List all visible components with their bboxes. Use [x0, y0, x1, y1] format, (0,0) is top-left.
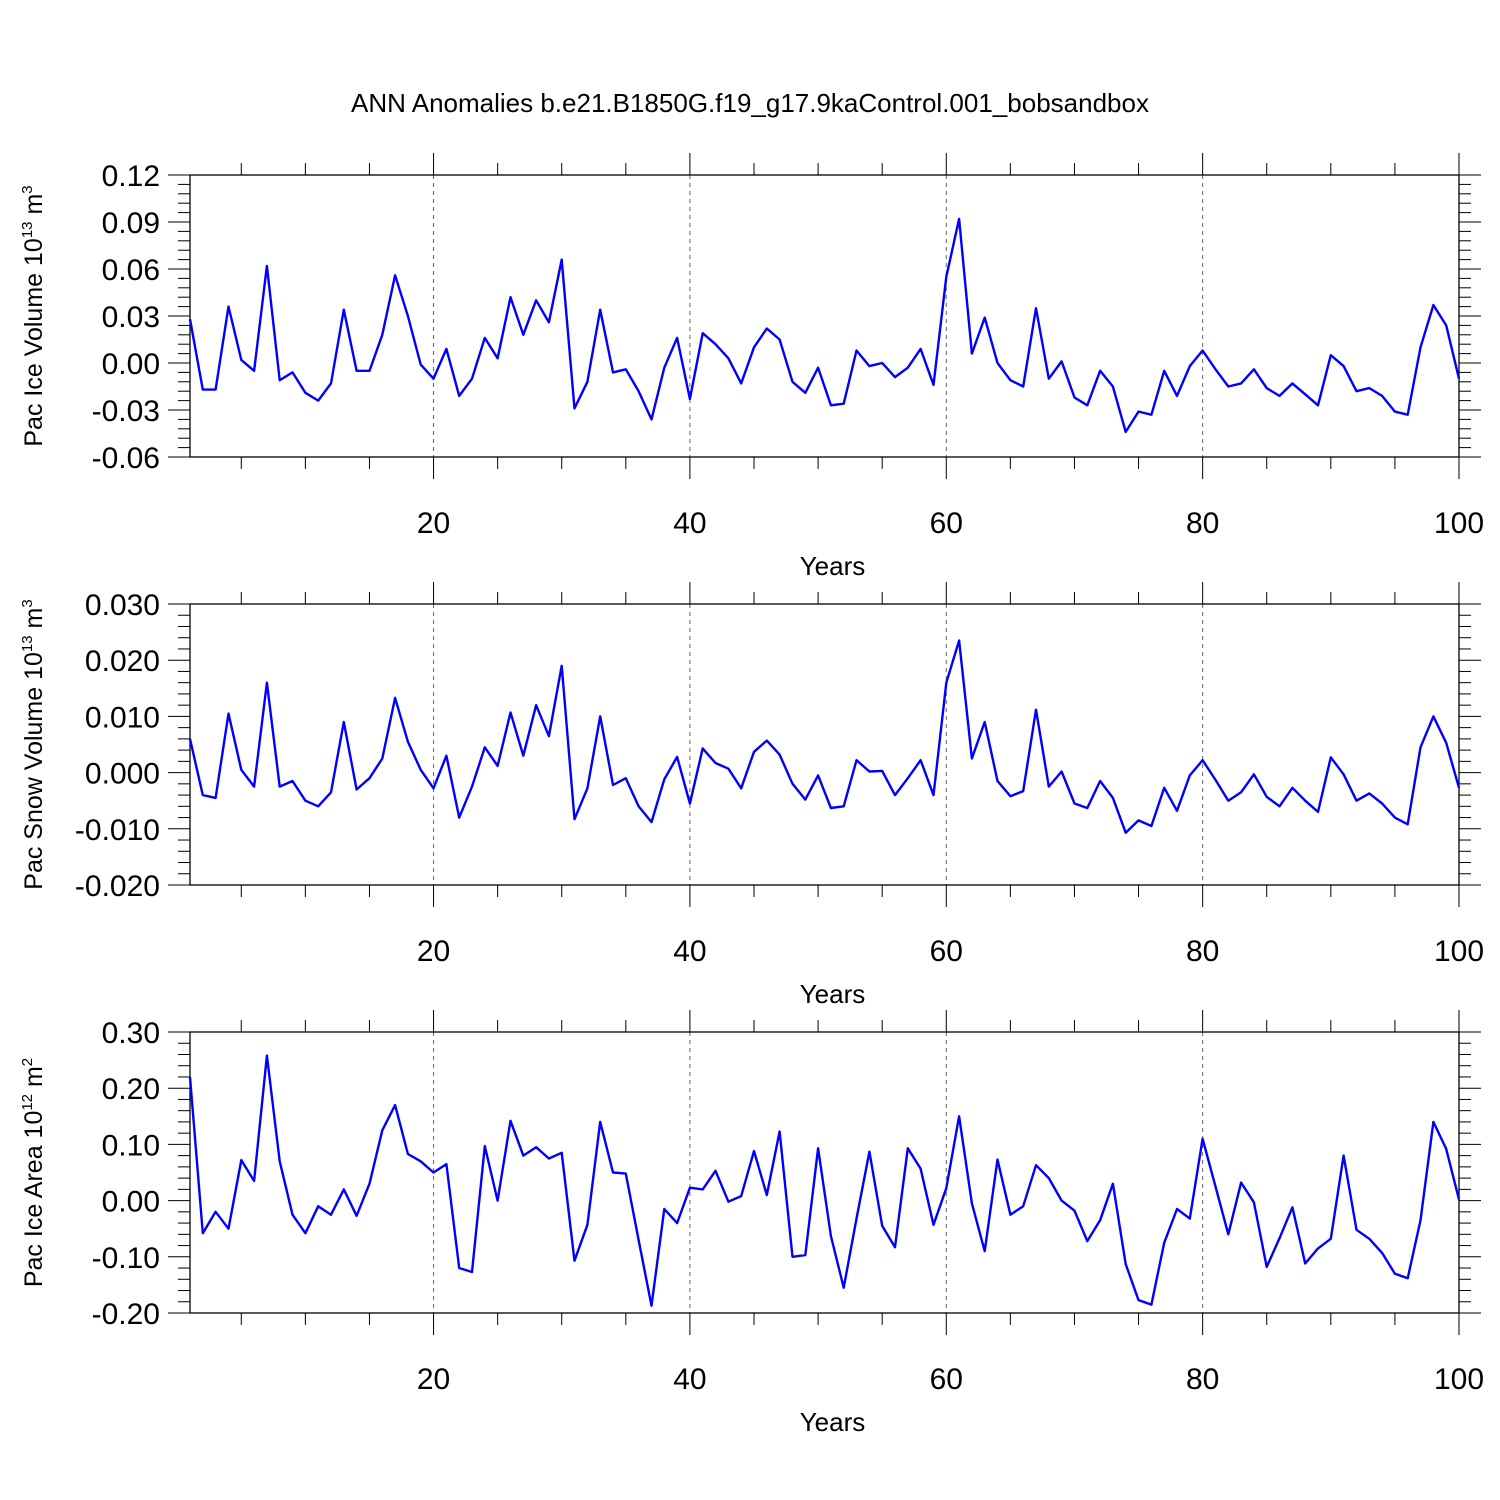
- y-tick-label: -0.20: [92, 1298, 160, 1331]
- plot-frame: [189, 603, 1460, 886]
- y-tick-label: 0.020: [85, 645, 160, 678]
- y-tick-label: 0.03: [102, 301, 160, 334]
- chart-panel-2: 20 40 60 80 100 -0.020 -0.010 0.000 0.010 0.020 0.…: [19, 582, 1484, 1009]
- chart-panel-3: 20 40 60 80 100 -0.20 -0.10 0.00 0.10 0.20 0.30 Yea…: [19, 1010, 1484, 1437]
- x-tick-label: 40: [673, 1363, 706, 1396]
- x-tick-label: 80: [1186, 1363, 1219, 1396]
- y-tick-label: 0.010: [85, 701, 160, 734]
- y-tick-label: -0.03: [92, 395, 160, 428]
- x-tick-label: 100: [1434, 507, 1484, 540]
- y-tick-label: 0.30: [102, 1017, 160, 1050]
- y-axis-title: Pac Ice Area 1012 m2: [19, 1058, 48, 1287]
- figure-title: ANN Anomalies b.e21.B1850G.f19_g17.9kaCo…: [351, 88, 1149, 118]
- y-tick-label: -0.10: [92, 1242, 160, 1275]
- x-tick-label: 80: [1186, 935, 1219, 968]
- y-axis-title: Pac Snow Volume 1013 m3: [19, 599, 48, 889]
- y-tick-label: -0.020: [75, 870, 160, 903]
- plot-frame: [189, 1031, 1460, 1314]
- x-tick-label: 40: [673, 507, 706, 540]
- x-tick-label: 20: [417, 935, 450, 968]
- y-tick-label: -0.06: [92, 442, 160, 475]
- y-tick-label: 0.030: [85, 589, 160, 622]
- x-axis-title: Years: [800, 979, 866, 1009]
- x-tick-label: 80: [1186, 507, 1219, 540]
- y-tick-label: 0.00: [102, 348, 160, 381]
- x-tick-label: 40: [673, 935, 706, 968]
- chart-panel-1: 20 40 60 80 100 -0.06 -0.03 0.00 0.03 0.06 0.09 0.1…: [19, 153, 1484, 581]
- x-tick-label: 60: [930, 935, 963, 968]
- x-tick-label: 60: [930, 507, 963, 540]
- series-line: [188, 1054, 1461, 1307]
- x-tick-label: 100: [1434, 935, 1484, 968]
- y-tick-label: 0.20: [102, 1073, 160, 1106]
- y-axis-title: Pac Ice Volume 1013 m3: [19, 185, 48, 446]
- x-axis-title: Years: [800, 1407, 866, 1437]
- y-tick-label: 0.06: [102, 254, 160, 287]
- x-tick-label: 20: [417, 1363, 450, 1396]
- y-tick-label: 0.00: [102, 1186, 160, 1219]
- y-tick-label: -0.010: [75, 814, 160, 847]
- x-axis-title: Years: [800, 551, 866, 581]
- x-tick-label: 20: [417, 507, 450, 540]
- y-tick-label: 0.09: [102, 207, 160, 240]
- panels: 20 40 60 80 100 -0.06 -0.03 0.00 0.03 0.06 0.09 0.1…: [19, 153, 1484, 1437]
- y-tick-label: 0.000: [85, 758, 160, 791]
- x-tick-label: 60: [930, 1363, 963, 1396]
- series-line: [188, 217, 1461, 434]
- series-line: [188, 639, 1461, 834]
- y-tick-label: 0.10: [102, 1129, 160, 1162]
- x-tick-label: 100: [1434, 1363, 1484, 1396]
- y-tick-label: 0.12: [102, 160, 160, 193]
